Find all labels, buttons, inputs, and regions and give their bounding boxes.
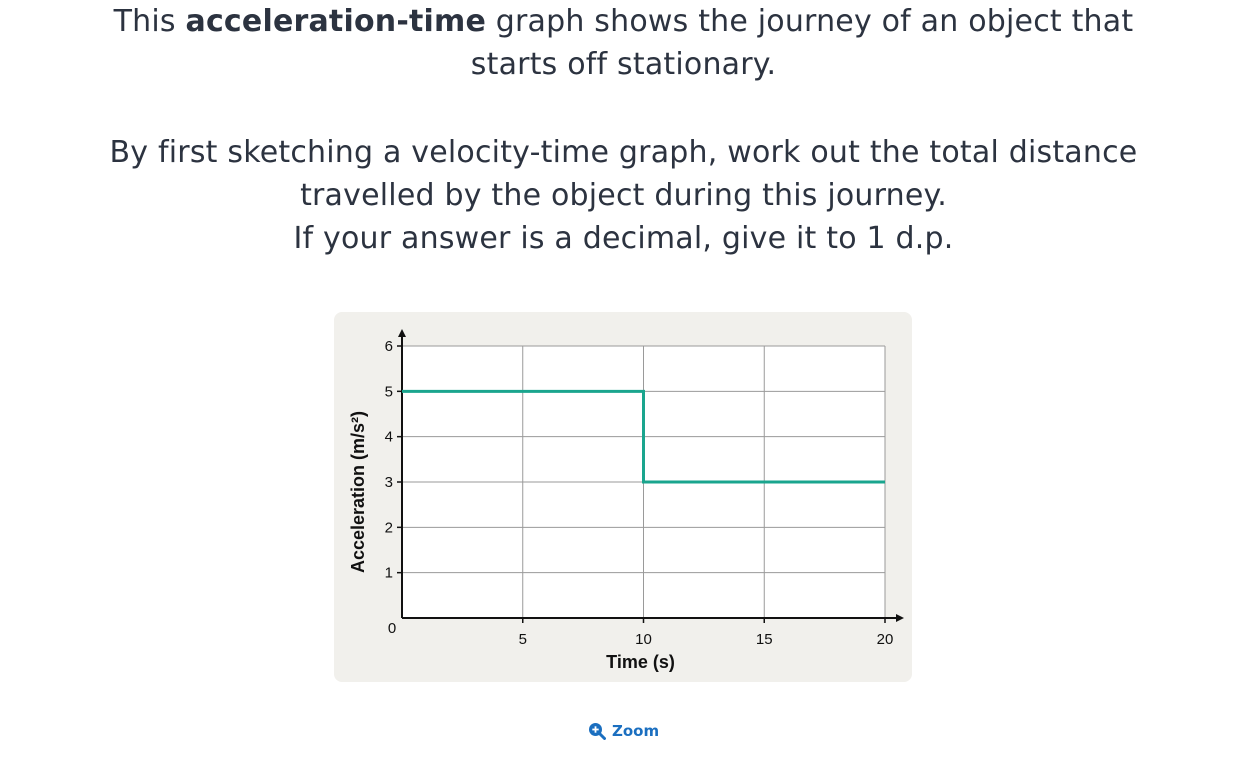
question-keyword: acceleration-time xyxy=(185,4,486,39)
question-task: By first sketching a velocity-time graph… xyxy=(0,131,1247,260)
x-tick-label-20: 20 xyxy=(877,631,894,648)
acceleration-time-chart: 1 2 3 4 5 6 0 5 10 15 20 Time (s) Acceleration (m/… xyxy=(348,329,904,672)
y-tick-label-3: 3 xyxy=(385,474,393,491)
question-line-3: By first sketching a velocity-time graph… xyxy=(109,135,1138,170)
question-line-4: travelled by the object during this jour… xyxy=(300,178,947,213)
question-line-2: starts off stationary. xyxy=(470,47,777,82)
y-tick-label-4: 4 xyxy=(385,429,393,446)
graph-card: 1 2 3 4 5 6 0 5 10 15 20 Time (s) Acceleration (m/… xyxy=(334,312,912,682)
zoom-button[interactable]: Zoom xyxy=(588,720,659,742)
y-axis-arrow xyxy=(398,329,406,337)
question-intro: This acceleration-time graph shows the j… xyxy=(0,0,1247,86)
y-tick-label-2: 2 xyxy=(385,519,393,536)
x-axis-title: Time (s) xyxy=(606,652,675,672)
zoom-in-icon xyxy=(588,722,606,740)
tick-labels: 1 2 3 4 5 6 0 5 10 15 20 xyxy=(385,338,894,648)
x-axis-arrow xyxy=(896,614,904,622)
x-tick-label-10: 10 xyxy=(635,631,652,648)
question-line-5: If your answer is a decimal, give it to … xyxy=(293,221,954,256)
y-axis-title: Acceleration (m/s²) xyxy=(348,411,368,573)
axes xyxy=(397,329,904,623)
x-tick-label-15: 15 xyxy=(756,631,773,648)
y-tick-label-6: 6 xyxy=(385,338,393,355)
series-line-0 xyxy=(402,389,885,484)
question-line-1: This acceleration-time graph shows the j… xyxy=(113,4,1134,39)
series xyxy=(402,389,885,484)
x-tick-label-5: 5 xyxy=(519,631,527,648)
y-tick-label-5: 5 xyxy=(385,383,393,400)
zoom-label: Zoom xyxy=(612,722,660,740)
y-tick-label-1: 1 xyxy=(385,565,393,582)
origin-tick-label: 0 xyxy=(388,620,396,637)
